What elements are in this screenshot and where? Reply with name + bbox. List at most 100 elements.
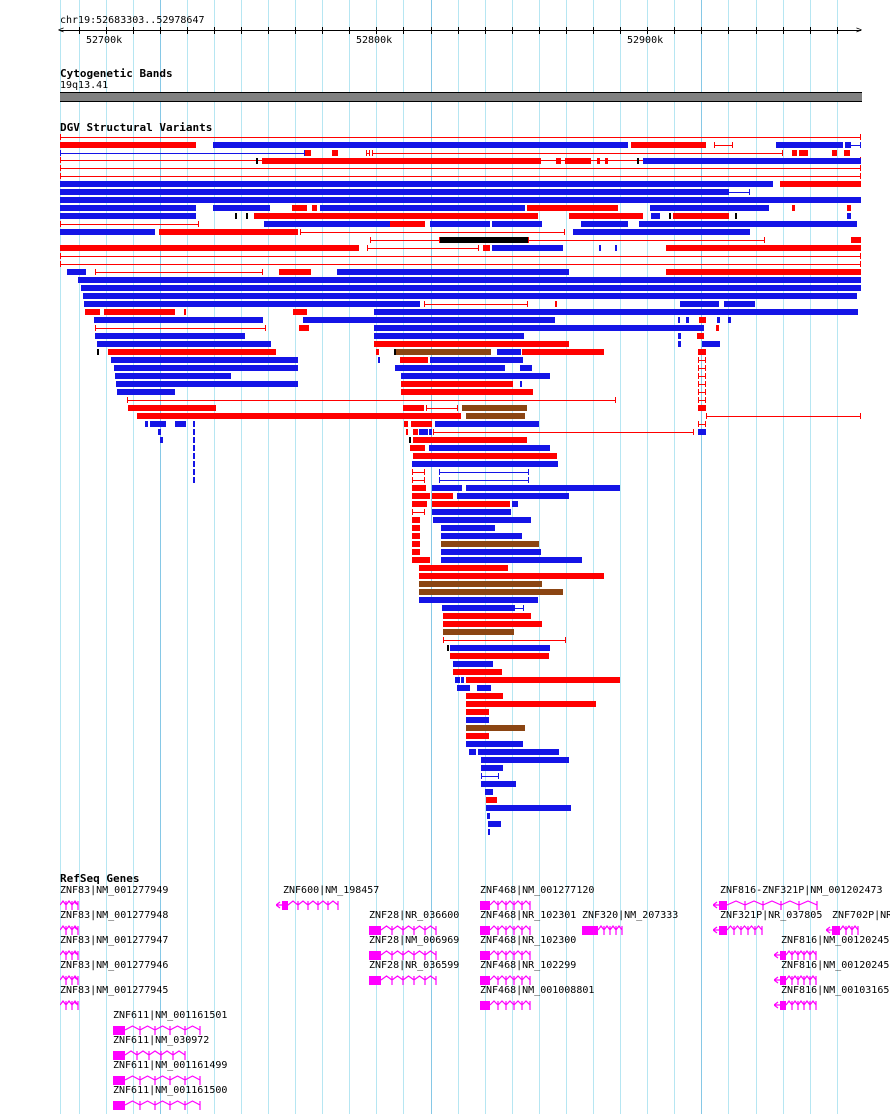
sv-feature[interactable] — [492, 245, 563, 251]
sv-feature[interactable] — [481, 757, 569, 763]
gene-model[interactable] — [713, 899, 821, 911]
sv-feature[interactable] — [193, 437, 195, 443]
sv-feature[interactable] — [160, 437, 163, 443]
sv-feature[interactable] — [599, 245, 601, 251]
gene-label[interactable]: ZNF83|NM_001277948 — [60, 910, 169, 921]
sv-feature[interactable] — [678, 333, 681, 339]
sv-feature[interactable] — [698, 349, 706, 355]
sv-feature[interactable] — [488, 829, 490, 835]
gene-model[interactable] — [369, 949, 439, 961]
sv-feature[interactable] — [455, 677, 460, 683]
gene-model[interactable] — [480, 899, 536, 911]
sv-feature[interactable] — [332, 150, 338, 156]
sv-feature[interactable] — [114, 365, 298, 371]
sv-feature[interactable] — [412, 501, 427, 507]
sv-feature[interactable] — [403, 405, 424, 411]
sv-feature[interactable] — [466, 725, 525, 731]
sv-feature[interactable] — [483, 245, 490, 251]
gene-label[interactable]: ZNF468|NR_102301 — [480, 910, 577, 921]
sv-feature[interactable] — [847, 205, 851, 211]
gene-model[interactable] — [826, 924, 863, 936]
sv-feature[interactable] — [94, 317, 263, 323]
sv-feature[interactable] — [466, 701, 596, 707]
sv-feature[interactable] — [394, 349, 396, 355]
sv-feature[interactable] — [481, 773, 499, 779]
track-title-dgv[interactable]: DGV Structural Variants — [60, 121, 213, 134]
sv-feature[interactable] — [150, 421, 166, 427]
gene-label[interactable]: ZNF600|NM_198457 — [283, 885, 380, 896]
gene-model[interactable] — [774, 974, 821, 986]
sv-feature[interactable] — [457, 685, 470, 691]
sv-feature[interactable] — [292, 205, 307, 211]
sv-feature[interactable] — [522, 349, 604, 355]
sv-feature[interactable] — [158, 429, 161, 435]
sv-feature[interactable] — [844, 150, 850, 156]
sv-feature[interactable] — [457, 493, 569, 499]
sv-feature[interactable] — [254, 213, 538, 219]
sv-feature[interactable] — [487, 813, 490, 819]
sv-feature[interactable] — [728, 189, 750, 195]
sv-feature[interactable] — [697, 333, 704, 339]
sv-feature[interactable] — [447, 645, 449, 651]
sv-feature[interactable] — [441, 533, 522, 539]
sv-feature[interactable] — [466, 693, 503, 699]
sv-feature[interactable] — [466, 741, 523, 747]
gene-label[interactable]: ZNF83|NM_001277949 — [60, 885, 169, 896]
sv-feature[interactable] — [443, 637, 566, 643]
sv-feature[interactable] — [432, 501, 510, 507]
sv-feature[interactable] — [60, 221, 199, 227]
sv-feature[interactable] — [279, 269, 311, 275]
sv-feature[interactable] — [303, 317, 555, 323]
sv-feature[interactable] — [686, 317, 689, 323]
sv-feature[interactable] — [366, 150, 370, 156]
sv-feature[interactable] — [466, 485, 620, 491]
sv-feature[interactable] — [597, 158, 600, 164]
gene-label[interactable]: ZNF28|NR_036599 — [369, 960, 460, 971]
sv-feature[interactable] — [419, 429, 428, 435]
sv-feature[interactable] — [60, 245, 359, 251]
sv-feature[interactable] — [419, 581, 542, 587]
gene-model[interactable] — [113, 1049, 190, 1061]
sv-feature[interactable] — [666, 245, 861, 251]
sv-feature[interactable] — [60, 134, 861, 140]
sv-feature[interactable] — [735, 213, 737, 219]
sv-feature[interactable] — [698, 405, 706, 411]
sv-feature[interactable] — [145, 421, 148, 427]
sv-feature[interactable] — [698, 421, 706, 427]
gene-model[interactable] — [369, 974, 439, 986]
sv-feature[interactable] — [439, 477, 529, 483]
sv-feature[interactable] — [717, 317, 720, 323]
sv-feature[interactable] — [320, 205, 525, 211]
gene-label[interactable]: ZNF702P|NR — [832, 910, 890, 921]
sv-feature[interactable] — [443, 621, 542, 627]
sv-feature[interactable] — [442, 605, 514, 611]
sv-feature[interactable] — [78, 277, 861, 283]
sv-feature[interactable] — [555, 301, 557, 307]
sv-feature[interactable] — [376, 349, 379, 355]
sv-feature[interactable] — [845, 142, 850, 148]
sv-feature[interactable] — [390, 221, 425, 227]
sv-feature[interactable] — [83, 293, 857, 299]
sv-feature[interactable] — [605, 158, 608, 164]
gene-label[interactable]: ZNF468|NR_102299 — [480, 960, 577, 971]
sv-feature[interactable] — [639, 221, 857, 227]
sv-feature[interactable] — [466, 677, 620, 683]
sv-feature[interactable] — [477, 685, 491, 691]
sv-feature[interactable] — [450, 653, 549, 659]
sv-feature[interactable] — [631, 142, 706, 148]
sv-feature[interactable] — [60, 213, 196, 219]
sv-feature[interactable] — [374, 309, 858, 315]
sv-feature[interactable] — [419, 597, 538, 603]
sv-feature[interactable] — [193, 429, 195, 435]
gene-label[interactable]: ZNF611|NM_001161501 — [113, 1010, 228, 1021]
sv-feature[interactable] — [450, 645, 550, 651]
sv-feature[interactable] — [374, 325, 704, 331]
sv-feature[interactable] — [651, 213, 660, 219]
sv-feature[interactable] — [850, 142, 861, 148]
sv-feature[interactable] — [433, 429, 694, 435]
sv-feature[interactable] — [137, 413, 461, 419]
sv-feature[interactable] — [213, 142, 628, 148]
sv-feature[interactable] — [698, 389, 706, 395]
sv-feature[interactable] — [851, 237, 861, 243]
gene-label[interactable]: ZNF611|NM_001161500 — [113, 1085, 228, 1096]
